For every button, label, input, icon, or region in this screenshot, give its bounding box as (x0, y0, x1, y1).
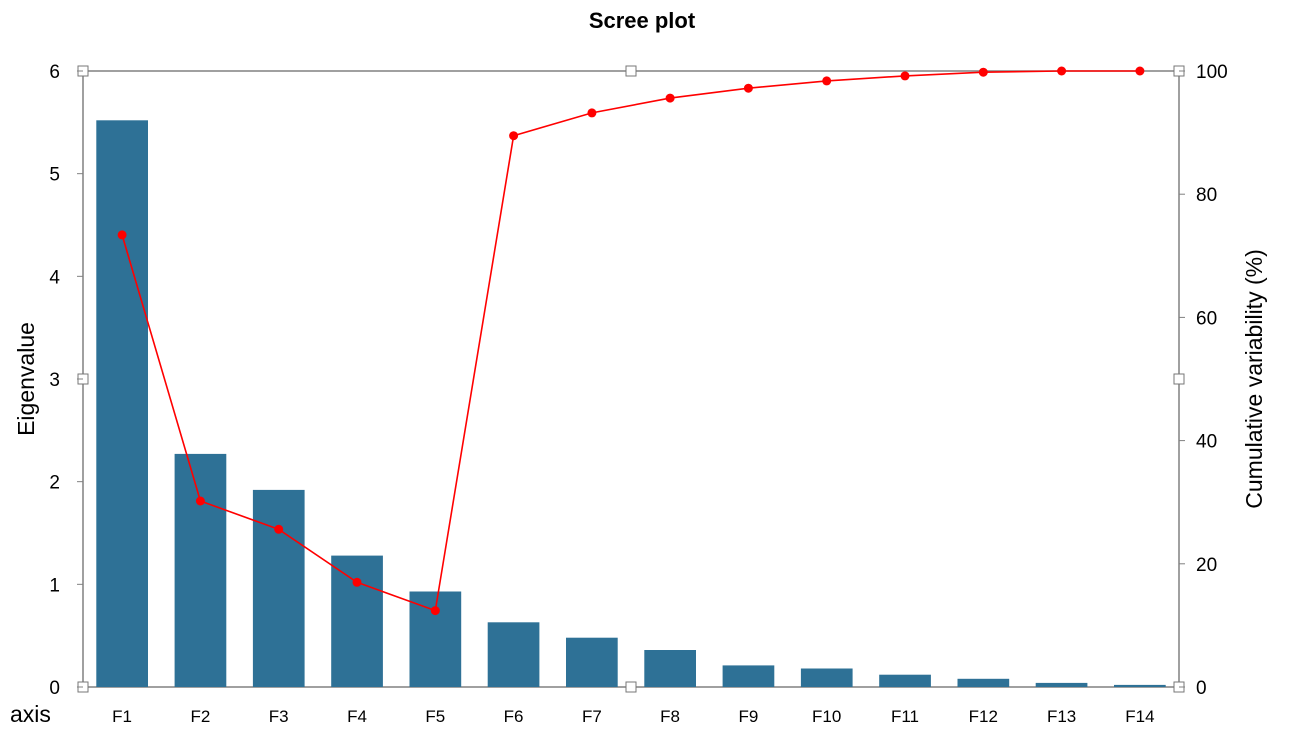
y-tick-label: 4 (49, 267, 60, 288)
point-F9 (743, 83, 753, 93)
point-F6 (509, 131, 519, 141)
selection-handles (77, 65, 1185, 693)
x-tick-label: F4 (347, 707, 367, 726)
y2-axis-label: Cumulative variability (%) (1241, 249, 1267, 508)
resize-handle[interactable] (625, 681, 637, 693)
point-F10 (822, 76, 832, 86)
x-tick-label: F9 (738, 707, 758, 726)
resize-handle[interactable] (625, 65, 637, 77)
point-F4 (352, 577, 362, 587)
point-F11 (900, 71, 910, 81)
bar-F12 (957, 678, 1010, 687)
bar-F9 (722, 665, 775, 687)
x-tick-label: F1 (112, 707, 132, 726)
bar-F4 (331, 555, 383, 687)
x-tick-label: F13 (1047, 707, 1076, 726)
y2-tick-label: 100 (1196, 62, 1228, 83)
bar-F14 (1114, 684, 1166, 687)
x-tick-label: F7 (582, 707, 602, 726)
point-F8 (665, 93, 675, 103)
point-F2 (195, 496, 205, 506)
point-F7 (587, 108, 597, 118)
x-tick-label: F2 (190, 707, 210, 726)
y2-tick-label: 40 (1196, 432, 1217, 453)
left-axis-ticks: 0 1 2 3 4 5 6 (49, 62, 83, 699)
chart-title: Scree plot (589, 8, 696, 33)
y-tick-label: 1 (49, 575, 60, 596)
resize-handle[interactable] (1173, 373, 1185, 385)
point-F13 (1057, 66, 1067, 76)
y-axis-label: Eigenvalue (13, 322, 39, 436)
x-tick-label: F11 (891, 707, 919, 726)
cumulative-line (121, 70, 1140, 612)
bar-F10 (800, 668, 853, 687)
bar-F3 (252, 489, 305, 687)
x-axis-category-labels: F1 F2 F3 F4 F5 F6 F7 F8 F9 F10 F11 F12 F13 F14 (112, 707, 1154, 726)
bar-F11 (879, 674, 931, 687)
x-tick-label: F14 (1125, 707, 1154, 726)
bar-F13 (1035, 682, 1088, 687)
cumulative-line-series (117, 66, 1145, 616)
bar-F1 (96, 120, 148, 688)
right-axis-ticks: 0 20 40 60 80 100 (1179, 62, 1228, 699)
bar-F6 (487, 622, 540, 687)
plot-area-frame (82, 70, 1180, 688)
point-F1 (117, 230, 127, 240)
y-tick-label: 5 (49, 165, 60, 186)
y-tick-label: 6 (49, 62, 60, 83)
x-tick-label: F6 (504, 707, 524, 726)
bar-F8 (644, 650, 696, 687)
y2-tick-label: 80 (1196, 185, 1217, 206)
y2-tick-label: 60 (1196, 308, 1217, 329)
y-tick-label: 0 (49, 678, 60, 699)
bar-F2 (174, 453, 227, 687)
y2-tick-label: 0 (1196, 678, 1207, 699)
x-tick-label: F10 (812, 707, 841, 726)
point-F3 (274, 524, 284, 534)
bar-F7 (566, 637, 618, 687)
x-tick-label: F8 (660, 707, 680, 726)
y2-tick-label: 20 (1196, 555, 1217, 576)
x-tick-label: F5 (425, 707, 445, 726)
y-tick-label: 3 (49, 370, 60, 391)
point-F14 (1135, 66, 1145, 76)
point-F5 (430, 606, 440, 616)
bar-series (96, 120, 1166, 688)
x-tick-label: F12 (969, 707, 998, 726)
x-axis-label: axis (10, 701, 51, 727)
x-tick-label: F3 (269, 707, 289, 726)
y-tick-label: 2 (49, 473, 60, 494)
point-F12 (978, 67, 988, 77)
